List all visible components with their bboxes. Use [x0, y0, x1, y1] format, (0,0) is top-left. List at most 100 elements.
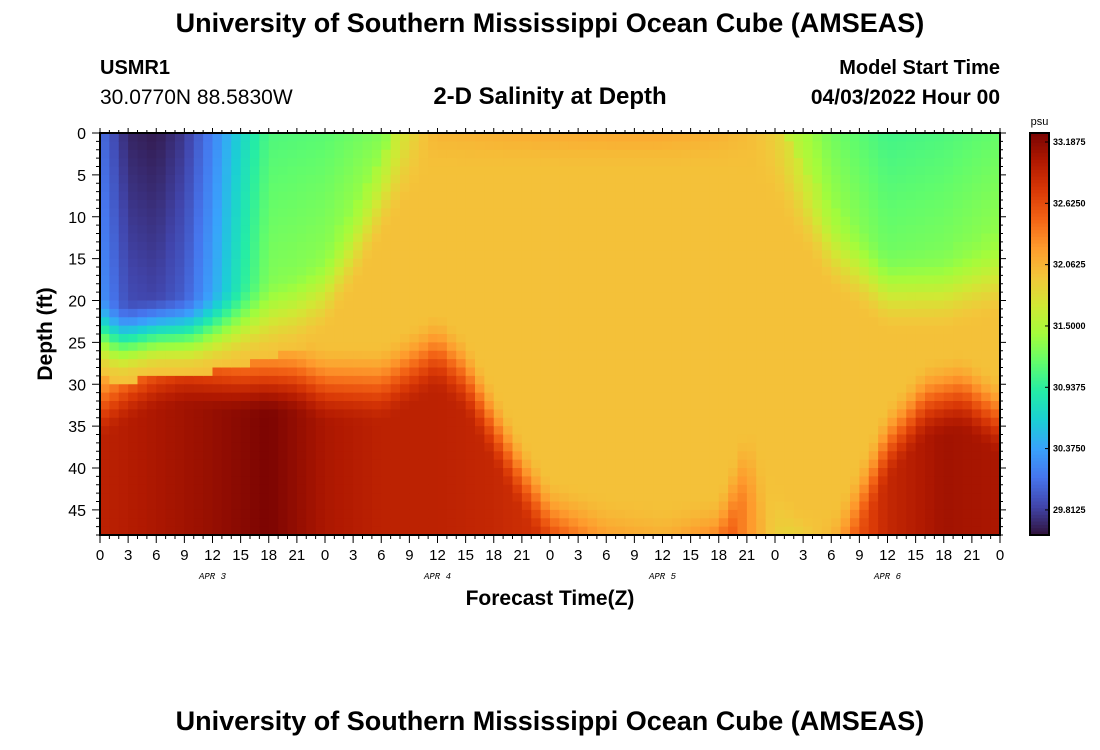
heatmap-cell	[418, 258, 429, 268]
heatmap-cell	[118, 325, 129, 335]
heatmap-cell	[971, 325, 982, 335]
heatmap-cell	[953, 509, 964, 519]
heatmap-cell	[221, 267, 232, 276]
heatmap-cell	[128, 300, 139, 310]
heatmap-cell	[353, 158, 364, 168]
heatmap-cell	[681, 166, 692, 176]
heatmap-cell	[896, 191, 907, 201]
heatmap-cell	[371, 166, 382, 176]
heatmap-cell	[203, 434, 214, 444]
heatmap-cell	[203, 375, 214, 385]
heatmap-cell	[793, 158, 804, 168]
heatmap-cell	[906, 342, 917, 352]
heatmap-cell	[831, 375, 842, 385]
heatmap-cell	[109, 241, 120, 251]
heatmap-cell	[606, 141, 617, 151]
heatmap-cell	[465, 308, 476, 318]
heatmap-cell	[165, 233, 176, 243]
heatmap-cell	[831, 493, 842, 503]
heatmap-cell	[184, 342, 195, 352]
heatmap-cell	[165, 493, 176, 503]
heatmap-cell	[128, 409, 139, 419]
heatmap-cell	[137, 208, 148, 218]
heatmap-cell	[540, 317, 551, 327]
heatmap-cell	[296, 241, 307, 251]
heatmap-cell	[540, 258, 551, 268]
heatmap-cell	[568, 434, 579, 444]
heatmap-cell	[728, 334, 739, 343]
heatmap-cell	[840, 133, 851, 142]
heatmap-cell	[128, 158, 139, 168]
heatmap-cell	[512, 476, 523, 486]
heatmap-cell	[775, 200, 785, 209]
heatmap-cell	[971, 233, 982, 243]
heatmap-cell	[653, 325, 664, 335]
heatmap-cell	[615, 275, 626, 285]
heatmap-cell	[259, 166, 270, 176]
heatmap-cell	[634, 191, 645, 201]
heatmap-cell	[653, 208, 664, 218]
heatmap-cell	[990, 300, 1001, 310]
heatmap-cell	[306, 208, 317, 218]
heatmap-cell	[643, 317, 654, 327]
heatmap-cell	[381, 200, 392, 209]
heatmap-cell	[456, 392, 467, 402]
heatmap-cell	[456, 468, 467, 477]
heatmap-cell	[925, 401, 935, 410]
heatmap-cell	[343, 509, 354, 519]
heatmap-cell	[278, 434, 289, 444]
heatmap-cell	[353, 409, 364, 419]
heatmap-cell	[203, 149, 214, 159]
heatmap-cell	[437, 367, 448, 377]
heatmap-cell	[915, 133, 926, 142]
heatmap-cell	[775, 283, 785, 293]
heatmap-cell	[690, 476, 701, 486]
heatmap-cell	[409, 434, 420, 444]
heatmap-cell	[981, 401, 992, 410]
heatmap-cell	[418, 149, 429, 159]
heatmap-cell	[559, 476, 570, 486]
heatmap-cell	[671, 158, 682, 168]
heatmap-cell	[315, 451, 326, 461]
heatmap-cell	[278, 484, 289, 494]
heatmap-cell	[793, 208, 804, 218]
heatmap-cell	[896, 518, 907, 528]
heatmap-cell	[493, 509, 504, 519]
heatmap-cell	[165, 518, 176, 528]
heatmap-cell	[390, 459, 401, 469]
heatmap-cell	[146, 359, 157, 369]
heatmap-cell	[943, 241, 954, 251]
heatmap-cell	[390, 200, 401, 209]
heatmap-cell	[896, 434, 907, 444]
heatmap-cell	[606, 493, 617, 503]
heatmap-cell	[887, 250, 898, 260]
heatmap-cell	[259, 459, 270, 469]
heatmap-cell	[784, 409, 795, 419]
heatmap-cell	[503, 225, 514, 235]
heatmap-cell	[896, 501, 907, 511]
heatmap-cell	[437, 283, 448, 293]
heatmap-cell	[203, 501, 214, 511]
heatmap-cell	[409, 359, 420, 369]
heatmap-cell	[915, 149, 926, 159]
heatmap-cell	[203, 325, 214, 335]
heatmap-cell	[118, 267, 129, 276]
heatmap-cell	[653, 392, 664, 402]
heatmap-cell	[521, 350, 532, 360]
heatmap-cell	[943, 325, 954, 335]
heatmap-cell	[156, 409, 167, 419]
heatmap-cell	[887, 509, 898, 519]
heatmap-cell	[465, 267, 476, 276]
heatmap-cell	[165, 409, 176, 419]
heatmap-cell	[756, 509, 767, 519]
heatmap-cell	[184, 359, 195, 369]
heatmap-cell	[690, 442, 701, 452]
heatmap-cell	[606, 417, 617, 427]
heatmap-cell	[662, 392, 673, 402]
heatmap-cell	[446, 384, 457, 394]
heatmap-cell	[915, 451, 926, 461]
heatmap-cell	[765, 401, 776, 410]
heatmap-cell	[550, 308, 560, 318]
heatmap-cell	[484, 283, 495, 293]
heatmap-cell	[568, 375, 579, 385]
